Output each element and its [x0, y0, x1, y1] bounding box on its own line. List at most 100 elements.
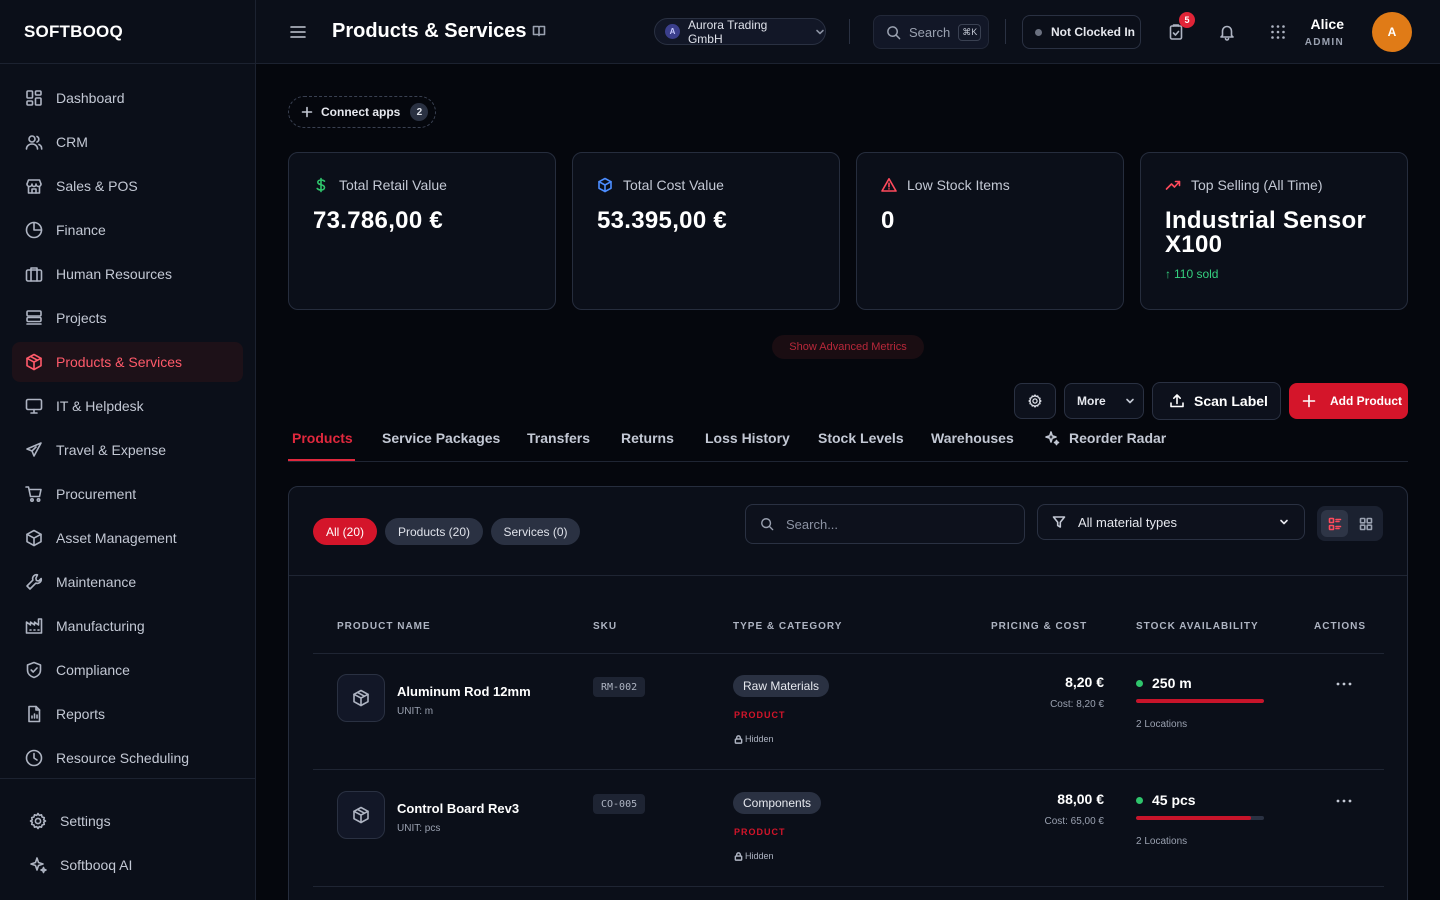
sparkles-icon	[1045, 431, 1060, 446]
menu-icon[interactable]	[289, 22, 307, 42]
add-product-label: Add Product	[1330, 394, 1402, 408]
connect-apps-count: 2	[410, 103, 429, 121]
user-name[interactable]: Alice	[1310, 16, 1344, 32]
product-cost: Cost: 8,20 €	[1050, 699, 1104, 710]
box-icon	[26, 529, 42, 547]
products-panel: All (20) Products (20) Services (0) All …	[288, 486, 1408, 900]
top-selling-sold: 110 sold	[1174, 267, 1219, 281]
sidebar-item-label: Human Resources	[56, 266, 172, 282]
card-value: 53.395,00 €	[597, 207, 728, 234]
grid-view-button[interactable]	[1352, 510, 1379, 537]
clipboard-check-icon[interactable]	[1167, 23, 1185, 41]
sidebar-item-finance[interactable]: Finance	[12, 210, 243, 250]
filter-chip-all[interactable]: All (20)	[313, 518, 377, 545]
bell-icon[interactable]	[1218, 23, 1236, 41]
sidebar-item-label: Sales & POS	[56, 178, 138, 194]
product-name[interactable]: Aluminum Rod 12mm	[397, 684, 531, 699]
sidebar-item-procurement[interactable]: Procurement	[12, 474, 243, 514]
column-header-stock-availability[interactable]: STOCK AVAILABILITY	[1136, 621, 1259, 632]
scan-label-text: Scan Label	[1194, 393, 1268, 409]
table-header-divider	[313, 653, 1384, 654]
settings-button[interactable]	[1014, 383, 1056, 419]
scan-label-button[interactable]: Scan Label	[1152, 382, 1281, 420]
table-search-input[interactable]	[786, 516, 1006, 532]
connect-apps-button[interactable]: Connect apps 2	[288, 96, 436, 128]
sidebar-item-projects[interactable]: Projects	[12, 298, 243, 338]
show-advanced-metrics-button[interactable]: Show Advanced Metrics	[772, 335, 924, 359]
sidebar-item-softbooq-ai[interactable]: Softbooq AI	[12, 845, 243, 885]
card-title: Top Selling (All Time)	[1191, 177, 1323, 193]
chevron-down-icon	[1125, 398, 1134, 404]
list-view-button[interactable]	[1321, 510, 1348, 537]
add-product-button[interactable]: Add Product	[1289, 383, 1408, 419]
more-button[interactable]: More	[1064, 383, 1144, 419]
company-switcher[interactable]: A Aurora Trading GmbH	[654, 17, 826, 46]
grid-icon	[1359, 517, 1372, 530]
sidebar-item-sales-pos[interactable]: Sales & POS	[12, 166, 243, 206]
category-badge: Components	[733, 792, 822, 814]
card-value: 73.786,00 €	[313, 207, 444, 234]
product-price: 88,00 €	[1057, 791, 1104, 807]
card-title: Total Retail Value	[339, 177, 447, 193]
sidebar-item-maintenance[interactable]: Maintenance	[12, 562, 243, 602]
search-label: Search	[909, 24, 951, 40]
sidebar-item-compliance[interactable]: Compliance	[12, 650, 243, 690]
plus-icon	[1302, 394, 1316, 408]
type-label: PRODUCT	[734, 710, 786, 720]
upload-icon	[1170, 394, 1184, 408]
column-header-actions: ACTIONS	[1314, 621, 1366, 632]
sidebar-item-reports[interactable]: Reports	[12, 694, 243, 734]
avatar[interactable]: A	[1372, 12, 1412, 52]
header-divider	[1005, 19, 1006, 44]
material-type-select[interactable]: All material types	[1037, 504, 1305, 540]
tab-transfers[interactable]: Transfers	[527, 430, 591, 446]
column-header-sku[interactable]: SKU	[593, 621, 618, 632]
sidebar-item-dashboard[interactable]: Dashboard	[12, 78, 243, 118]
company-name: Aurora Trading GmbH	[687, 17, 768, 46]
tab-service-packages[interactable]: Service Packages	[382, 430, 501, 446]
row-actions-button[interactable]	[1335, 675, 1353, 693]
book-icon[interactable]	[532, 24, 546, 38]
sidebar-item-settings[interactable]: Settings	[12, 801, 243, 841]
sidebar-item-label: Reports	[56, 706, 106, 722]
tab-stock-levels[interactable]: Stock Levels	[818, 430, 904, 446]
sidebar-item-manufacturing[interactable]: Manufacturing	[12, 606, 243, 646]
column-header-type-category[interactable]: TYPE & CATEGORY	[733, 621, 843, 632]
sidebar-item-crm[interactable]: CRM	[12, 122, 243, 162]
column-header-pricing-cost[interactable]: PRICING & COST	[991, 621, 1088, 632]
column-header-product-name[interactable]: PRODUCT NAME	[337, 621, 431, 632]
filter-chip-products[interactable]: Products (20)	[385, 518, 483, 545]
sidebar-item-travel-expense[interactable]: Travel & Expense	[12, 430, 243, 470]
tab-products[interactable]: Products	[292, 430, 353, 446]
table-row[interactable]: Control Board Rev3 UNIT: pcs CO-005 Comp…	[313, 770, 1384, 887]
trending-up-icon	[1165, 180, 1181, 190]
global-search[interactable]: Search ⌘K	[873, 15, 989, 49]
tab-reorder-radar[interactable]: Reorder Radar	[1069, 430, 1167, 446]
chevron-down-icon	[816, 29, 824, 34]
sidebar-item-products-services[interactable]: Products & Services	[12, 342, 243, 382]
type-label: PRODUCT	[734, 827, 786, 837]
stock-locations: 2 Locations	[1136, 836, 1188, 847]
pie-chart-icon	[25, 221, 43, 239]
stock-bar-fill	[1136, 816, 1252, 820]
apps-grid-icon[interactable]	[1269, 23, 1287, 41]
sidebar-item-resource-scheduling[interactable]: Resource Scheduling	[12, 738, 243, 778]
sidebar-item-label: Finance	[56, 222, 106, 238]
sidebar-item-human-resources[interactable]: Human Resources	[12, 254, 243, 294]
store-icon	[26, 179, 42, 194]
stock-bar	[1136, 816, 1264, 820]
sidebar-item-asset-management[interactable]: Asset Management	[12, 518, 243, 558]
row-actions-button[interactable]	[1335, 792, 1353, 810]
sidebar-item-label: Products & Services	[56, 354, 183, 370]
sidebar-item-label: IT & Helpdesk	[56, 398, 144, 414]
tab-returns[interactable]: Returns	[621, 430, 674, 446]
product-name[interactable]: Control Board Rev3	[397, 801, 520, 816]
table-row[interactable]: Aluminum Rod 12mm UNIT: m RM-002 Raw Mat…	[313, 653, 1384, 770]
brand-logo[interactable]: SOFTBOOQ	[0, 0, 255, 64]
tab-warehouses[interactable]: Warehouses	[931, 430, 1014, 446]
sidebar-item-it-helpdesk[interactable]: IT & Helpdesk	[12, 386, 243, 426]
clock-status-button[interactable]: Not Clocked In	[1022, 15, 1141, 49]
user-role: ADMIN	[1304, 37, 1344, 48]
filter-chip-services[interactable]: Services (0)	[491, 518, 580, 545]
tab-loss-history[interactable]: Loss History	[705, 430, 790, 446]
